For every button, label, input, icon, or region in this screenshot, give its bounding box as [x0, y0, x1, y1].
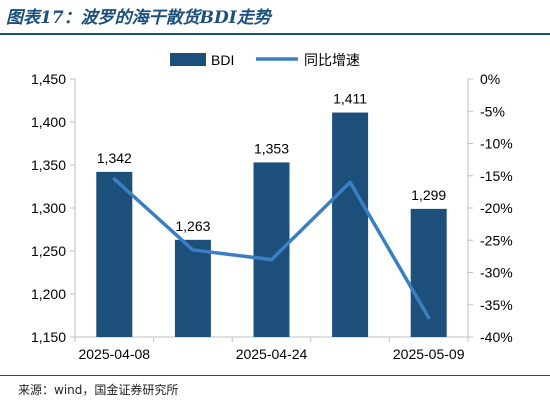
- figure-title: 图表17：波罗的海干散货BDI走势: [6, 8, 271, 28]
- bar-data-label: 1,299: [411, 187, 446, 203]
- bar-data-labels: 1,342 1,263 1,353 1,411 1,299: [97, 91, 447, 234]
- right-axis-tick-label: -20%: [480, 200, 513, 216]
- bar: [253, 162, 290, 337]
- right-axis-tick-label: -40%: [480, 329, 513, 345]
- right-axis-tick-label: -35%: [480, 297, 513, 313]
- bar-data-label: 1,342: [97, 150, 132, 166]
- source-rule: [0, 375, 550, 376]
- bar-data-label: 1,353: [254, 140, 289, 156]
- right-axis-tick-label: -10%: [480, 136, 513, 152]
- bar-data-label: 1,263: [175, 218, 210, 234]
- chart-legend: BDI 同比增速: [170, 52, 360, 68]
- x-axis-tick-label: 2025-04-08: [78, 346, 150, 362]
- right-axis-tick-label: -5%: [480, 103, 505, 119]
- title-rule: [0, 33, 550, 35]
- right-axis-tick-label: -30%: [480, 265, 513, 281]
- left-axis-tick-label: 1,250: [31, 243, 66, 259]
- figure-source: 来源：wind，国金证券研究所: [18, 383, 179, 397]
- x-axis-tick-label: 2025-05-09: [393, 346, 465, 362]
- x-axis-tick-label: 2025-04-24: [236, 346, 308, 362]
- legend-bdi-swatch: [170, 53, 206, 66]
- left-axis-tick-label: 1,200: [31, 286, 66, 302]
- chart-axes: 1,150 1,200 1,250 1,300 1,350 1,400 1,450 -40% -…: [31, 71, 513, 362]
- left-axis-tick-label: 1,350: [31, 157, 66, 173]
- left-axis-tick-label: 1,150: [31, 329, 66, 345]
- bar: [174, 239, 211, 337]
- bar: [96, 171, 133, 337]
- left-axis-tick-label: 1,400: [31, 114, 66, 130]
- bar-data-label: 1,411: [333, 91, 367, 107]
- left-axis-tick-label: 1,450: [31, 71, 66, 87]
- bar: [332, 112, 369, 337]
- legend-growth-label: 同比增速: [304, 52, 360, 68]
- right-axis-tick-label: 0%: [480, 71, 500, 87]
- line-series: [112, 177, 431, 320]
- right-axis-tick-label: -15%: [480, 168, 513, 184]
- right-axis-tick-label: -25%: [480, 232, 513, 248]
- left-axis-tick-label: 1,300: [31, 200, 66, 216]
- legend-bdi-label: BDI: [211, 52, 234, 68]
